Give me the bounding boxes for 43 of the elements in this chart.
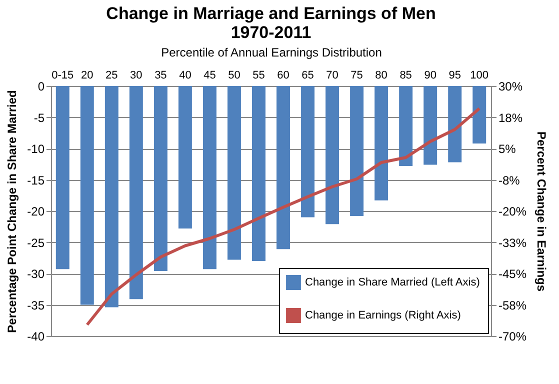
y-tick-label: -5 [34,110,45,125]
x-tick-label: 80 [375,70,388,82]
y2-tick-label: 18% [498,110,523,125]
x-tick-label: 100 [470,70,489,82]
x-tick-label: 60 [277,70,290,82]
y-tick-label: -10 [27,142,45,156]
x-tick-label: 95 [448,70,461,82]
chart-title: Change in Marriage and Earnings of Men 1970-2011 [106,4,436,42]
x-axis-title: Percentile of Annual Earnings Distribution [161,46,382,60]
y-tick-label: 0 [38,80,45,94]
y-tick-label: -15 [27,173,45,188]
x-tick-label: 75 [350,70,363,82]
y2-tick-label: -58% [498,298,527,312]
y-tick-label: -35 [27,298,45,312]
y-tick-label: -20 [27,204,45,218]
y-tick-label: -25 [27,236,45,250]
y2-tick-label: -8% [498,173,520,188]
x-tick-label: 55 [252,70,265,82]
x-tick-label: 90 [424,70,436,82]
y2-tick-label: -45% [498,267,527,281]
y2-tick-label: 30% [498,80,523,94]
y2-tick-label: -20% [498,204,527,218]
y2-tick-label: 5% [498,142,516,156]
y2-tick-label: -70% [498,330,527,344]
legend-label: Change in Earnings (Right Axis) [305,310,461,322]
legend-label: Change in Share Married (Left Axis) [305,276,480,288]
y2-axis-title: Percent Change in Earnings [534,131,549,292]
x-tick-label: 25 [106,70,118,82]
x-tick-label: 50 [228,70,240,82]
y-tick-label: -40 [27,330,45,344]
y-axis-title: Percentage Point Change in Share Married [5,90,20,333]
y-tick-label: -30 [27,267,45,281]
x-tick-label: 20 [81,70,94,82]
x-tick-label: 70 [326,70,338,82]
x-tick-label: 0-15 [52,70,74,82]
x-tick-label: 85 [400,70,412,82]
y2-tick-label: -33% [498,236,527,250]
line-series [86,107,481,326]
x-tick-label: 40 [179,70,192,82]
x-tick-label: 65 [302,70,314,82]
x-tick-label: 45 [204,70,216,82]
x-tick-label: 30 [130,70,142,82]
x-tick-label: 35 [154,70,167,82]
